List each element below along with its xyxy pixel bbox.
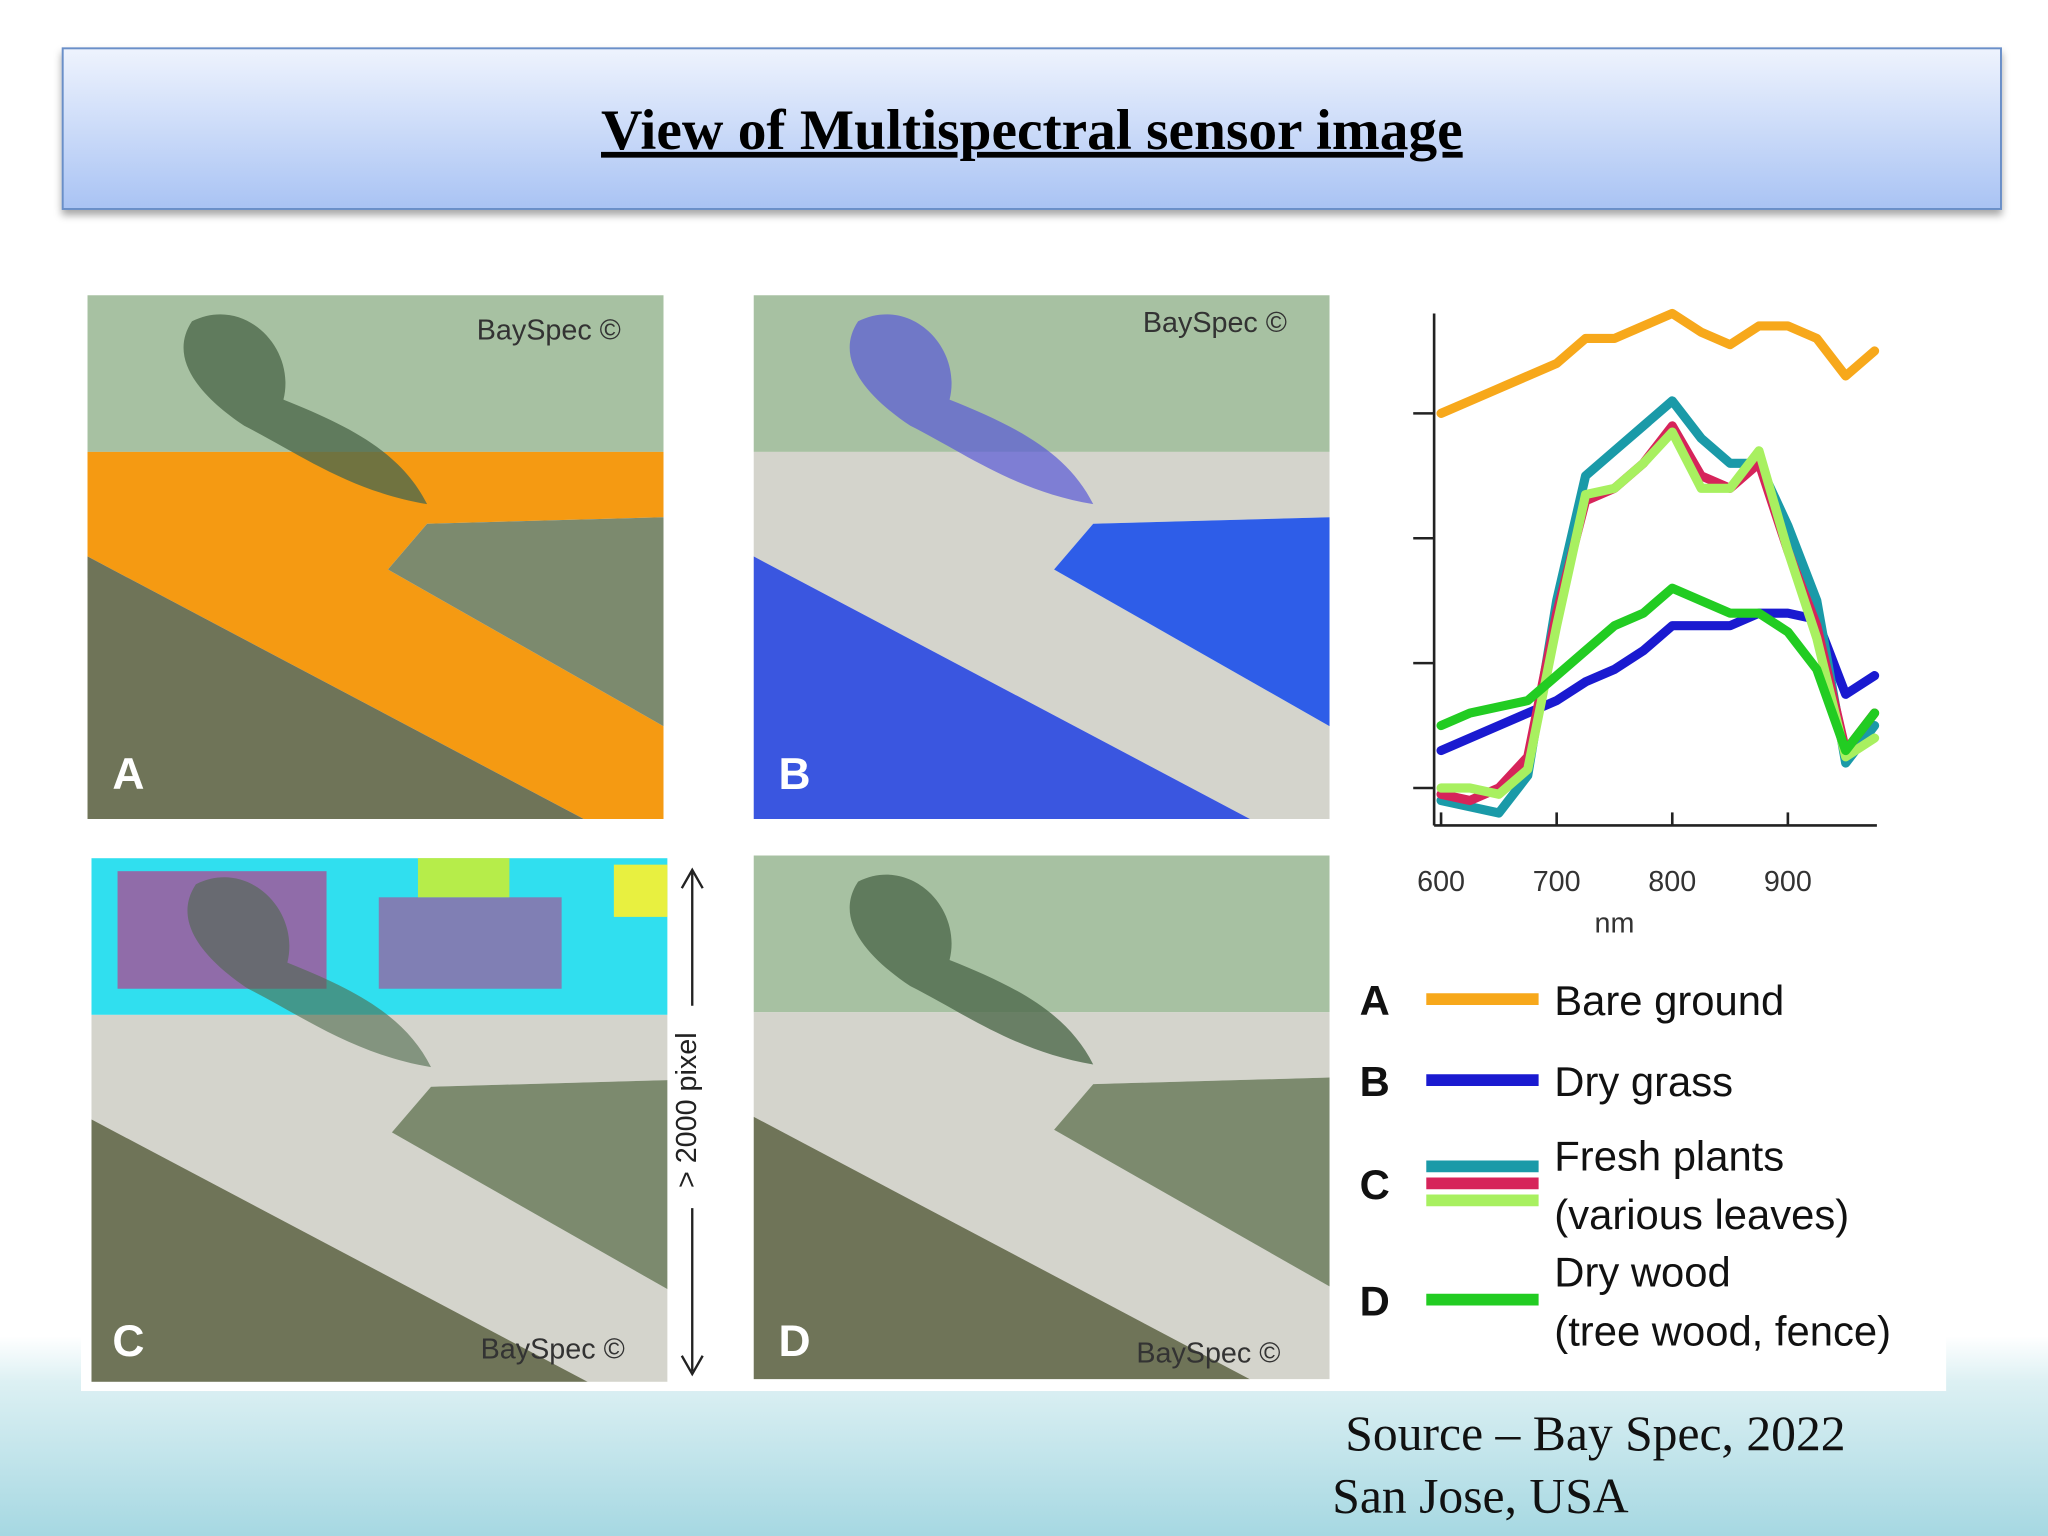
legend-key: A <box>1360 977 1390 1024</box>
spectrum-line <box>1436 427 1880 799</box>
x-axis-label: nm <box>1595 908 1635 940</box>
legend-label: Bare ground <box>1554 977 1784 1024</box>
x-tick-label: 600 <box>1417 866 1465 898</box>
panel-d <box>753 855 1330 1380</box>
source: San Jose, USA <box>1332 1468 1629 1523</box>
title-box <box>61 47 2002 210</box>
legend: A Bare ground B Dry grass C Fresh plants (vari… <box>1360 977 1891 1354</box>
title: View of Multispectral sensor image <box>601 99 1463 162</box>
panel-c <box>91 858 668 1382</box>
spectral-chart: 600 700 800 900 nm <box>1413 308 1880 940</box>
watermark: BaySpec © <box>477 315 621 347</box>
spectrum-line <box>1436 608 1880 756</box>
source: Source – Bay Spec, 2022 <box>1345 1406 1845 1461</box>
legend-label: Fresh plants <box>1554 1132 1784 1179</box>
watermark: BaySpec © <box>1136 1337 1280 1369</box>
x-tick-label: 800 <box>1648 866 1696 898</box>
panel-letter: A <box>112 750 144 799</box>
x-tick-label: 700 <box>1533 866 1581 898</box>
legend-label: (tree wood, fence) <box>1554 1307 1891 1354</box>
panel-letter: C <box>112 1317 144 1366</box>
legend-label: Dry wood <box>1554 1249 1730 1296</box>
legend-key: C <box>1360 1161 1390 1208</box>
watermark: BaySpec © <box>1143 307 1287 339</box>
panel-letter: B <box>778 750 810 799</box>
legend-label: Dry grass <box>1554 1058 1733 1105</box>
panel-b <box>753 295 1330 819</box>
legend-label: (various leaves) <box>1554 1191 1849 1238</box>
watermark: BaySpec © <box>481 1333 625 1365</box>
panel-a <box>87 295 664 819</box>
panel-letter: D <box>778 1317 810 1366</box>
spectrum-line <box>1436 308 1880 418</box>
legend-key: B <box>1360 1058 1390 1105</box>
spectrum-line <box>1436 583 1880 756</box>
legend-key: D <box>1360 1277 1390 1324</box>
spectrum-line <box>1436 396 1880 818</box>
x-tick-label: 900 <box>1764 866 1812 898</box>
scale-arrow <box>680 867 704 1377</box>
scale-label: > 2000 pixel <box>671 1032 703 1188</box>
